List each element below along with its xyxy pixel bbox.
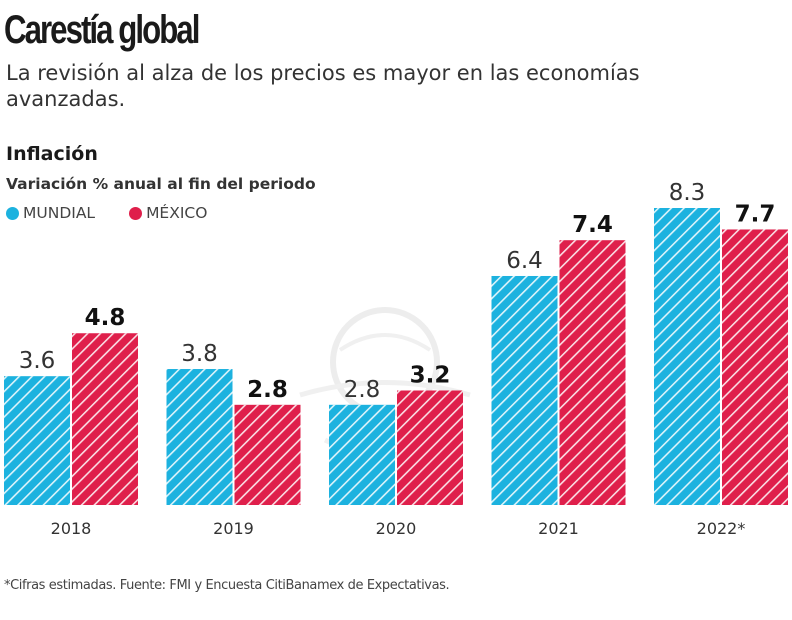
value-label-mxico-2022: 7.7 xyxy=(735,201,776,227)
bar-hatch-mundial-2018 xyxy=(4,376,70,505)
page-subtitle: La revisión al alza de los precios es ma… xyxy=(6,61,640,111)
legend-item-mexico: MÉXICO xyxy=(129,204,207,222)
x-tick-label-2018: 2018 xyxy=(51,519,92,538)
chart-legend: MUNDIAL MÉXICO xyxy=(6,204,207,222)
value-label-mundial-2022: 8.3 xyxy=(669,180,706,206)
x-tick-labels-group: 2018 2019 2020 2021 2022* xyxy=(51,519,746,538)
value-label-mundial-2019: 3.8 xyxy=(181,341,218,367)
x-tick-label-2020: 2020 xyxy=(376,519,417,538)
value-labels-group: 3.6 4.8 3.8 2.8 2.8 3.2 6.4 7.4 8.3 7.7 xyxy=(19,180,776,403)
bar-hatch-mxico-2022 xyxy=(722,229,788,505)
value-label-mundial-2021: 6.4 xyxy=(506,248,543,274)
value-label-mundial-2020: 2.8 xyxy=(344,377,381,403)
legend-dot-mundial xyxy=(6,206,19,220)
bar-hatch-mxico-2018 xyxy=(72,333,138,505)
bar-hatch-mundial-2022 xyxy=(654,208,720,505)
legend-label-mexico: MÉXICO xyxy=(146,204,208,222)
page-title: Carestía global xyxy=(4,8,200,52)
footnote: *Cifras estimadas. Fuente: FMI y Encuest… xyxy=(4,578,450,593)
value-label-mxico-2021: 7.4 xyxy=(572,212,613,238)
legend-item-mundial: MUNDIAL xyxy=(6,204,95,222)
chart-subtitle: Variación % anual al fin del periodo xyxy=(6,175,316,193)
bar-hatch-mundial-2020 xyxy=(329,404,395,505)
value-label-mxico-2020: 3.2 xyxy=(410,362,451,388)
x-tick-label-2021: 2021 xyxy=(538,519,579,538)
bar-hatch-mundial-2021 xyxy=(491,275,558,505)
bar-hatch-mxico-2019 xyxy=(234,404,301,505)
bar-hatch-mxico-2021 xyxy=(559,240,626,505)
legend-label-mundial: MUNDIAL xyxy=(23,204,96,222)
legend-dot-mexico xyxy=(129,206,143,220)
chart-title: Inflación xyxy=(6,143,98,165)
bar-hatch-mundial-2019 xyxy=(166,369,233,505)
bars-group xyxy=(4,208,788,505)
bar-hatch-mxico-2020 xyxy=(397,390,463,505)
value-label-mxico-2018: 4.8 xyxy=(85,305,126,331)
value-label-mundial-2018: 3.6 xyxy=(19,348,56,374)
x-tick-label-2022: 2022* xyxy=(697,519,746,538)
value-label-mxico-2019: 2.8 xyxy=(247,377,288,403)
x-tick-label-2019: 2019 xyxy=(213,519,254,538)
